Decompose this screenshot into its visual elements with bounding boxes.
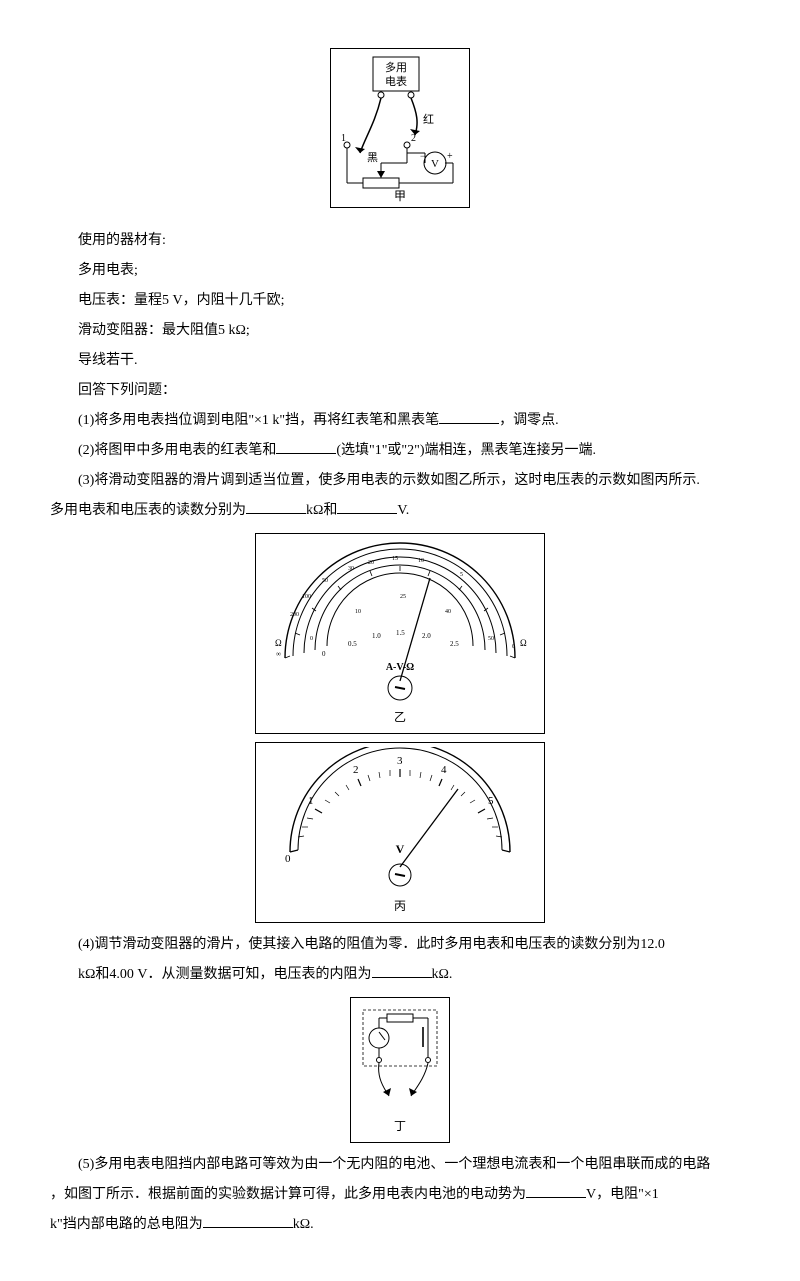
q3-unit1: kΩ和 — [306, 503, 337, 518]
svg-text:50: 50 — [322, 578, 328, 584]
multimeter-label-1: 多用 — [385, 60, 407, 74]
svg-text:2.0: 2.0 — [422, 632, 431, 640]
svg-text:10: 10 — [418, 558, 424, 564]
question-4-l1: (4)调节滑动变阻器的滑片，使其接入电路的阻值为零．此时多用电表和电压表的读数分… — [50, 931, 750, 959]
figure-yi-box: ∞ 200 100 50 30 20 15 10 5 0 Ω Ω 0 50 25… — [255, 533, 545, 734]
q5-blank1 — [526, 1183, 586, 1198]
caption-ding: 丁 — [355, 1114, 445, 1138]
q4-blank — [372, 963, 432, 978]
multimeter-label-2: 电表 — [385, 74, 407, 88]
svg-text:0: 0 — [310, 636, 313, 642]
q4-l2-pre: kΩ和4.00 V．从测量数据可知，电压表的内阻为 — [78, 967, 372, 982]
svg-text:5: 5 — [460, 572, 463, 578]
intro-3: 电压表：量程5 V，内阻十几千欧; — [50, 287, 750, 315]
v-unit: V — [396, 842, 405, 856]
figure-jia: 多用 电表 黑 红 1 2 — [50, 48, 750, 219]
intro-2: 多用电表; — [50, 257, 750, 285]
caption-bing: 丙 — [260, 894, 540, 918]
circuit-ding-svg — [355, 1002, 445, 1112]
q4-unit: kΩ. — [432, 967, 453, 982]
q5-l3-pre: k"挡内部电路的总电阻为 — [50, 1217, 203, 1232]
svg-text:0.5: 0.5 — [348, 640, 357, 648]
figure-bing: 0 1 2 3 4 5 V 丙 — [50, 742, 750, 923]
q3-blank2 — [337, 499, 397, 514]
q5-blank2 — [203, 1213, 293, 1228]
intro-1: 使用的器材有: — [50, 227, 750, 255]
question-3-line2: 多用电表和电压表的读数分别为 kΩ和 V. — [50, 497, 750, 525]
intro-6: 回答下列问题： — [50, 377, 750, 405]
terminal-1: 1 — [341, 133, 346, 144]
question-5-l3: k"挡内部电路的总电阻为 kΩ. — [50, 1211, 750, 1239]
svg-text:1: 1 — [308, 795, 314, 807]
intro-5: 导线若干. — [50, 347, 750, 375]
q3-unit2: V. — [397, 503, 409, 518]
meter-bing-svg: 0 1 2 3 4 5 V — [260, 747, 540, 892]
avo-label: A-V-Ω — [386, 662, 414, 673]
question-1: (1)将多用电表挡位调到电阻"×1 k"挡，再将红表笔和黑表笔 ，调零点. — [50, 407, 750, 435]
svg-text:Ω: Ω — [520, 638, 527, 648]
caption-jia: 甲 — [394, 189, 406, 203]
q1-post: ，调零点. — [499, 413, 559, 428]
q3-blank1 — [246, 499, 306, 514]
svg-text:4: 4 — [441, 764, 447, 776]
red-label: 红 — [423, 113, 434, 126]
svg-text:5: 5 — [488, 795, 494, 807]
question-4-l2: kΩ和4.00 V．从测量数据可知，电压表的内阻为 kΩ. — [50, 961, 750, 989]
svg-text:∞: ∞ — [276, 650, 281, 658]
svg-text:200: 200 — [290, 612, 299, 618]
q5-l3-unit: kΩ. — [293, 1217, 314, 1232]
q3-l2-pre: 多用电表和电压表的读数分别为 — [50, 503, 246, 518]
svg-text:10: 10 — [355, 609, 361, 615]
svg-text:0: 0 — [512, 644, 515, 650]
svg-text:3: 3 — [397, 755, 403, 767]
q1-blank — [439, 409, 499, 424]
figure-ding-box: 丁 — [350, 997, 450, 1143]
figure-jia-box: 多用 电表 黑 红 1 2 — [330, 48, 470, 208]
q2-blank — [276, 439, 336, 454]
svg-text:1.5: 1.5 — [396, 629, 405, 637]
svg-text:2.5: 2.5 — [450, 640, 459, 648]
figure-ding: 丁 — [50, 997, 750, 1143]
svg-text:0: 0 — [322, 650, 326, 658]
q1-pre: (1)将多用电表挡位调到电阻"×1 k"挡，再将红表笔和黑表笔 — [78, 413, 439, 428]
svg-text:1.0: 1.0 — [372, 632, 381, 640]
svg-text:Ω: Ω — [275, 638, 282, 648]
figure-bing-box: 0 1 2 3 4 5 V 丙 — [255, 742, 545, 923]
svg-text:100: 100 — [302, 594, 311, 600]
svg-text:20: 20 — [368, 560, 374, 566]
black-label: 黑 — [367, 151, 378, 164]
svg-text:40: 40 — [445, 609, 451, 615]
svg-text:50: 50 — [488, 636, 494, 642]
q5-l2-unit: V，电阻"×1 — [586, 1187, 659, 1202]
q5-l2-pre: ，如图丁所示．根据前面的实验数据计算可得，此多用电表内电池的电动势为 — [50, 1187, 526, 1202]
q2-mid: (选填"1"或"2")端相连，黑表笔连接另一端. — [336, 443, 596, 458]
voltmeter-v: V — [431, 158, 439, 170]
q3-pre: (3)将滑动变阻器的滑片调到适当位置，使多用电表的示数如图乙所示，这时电压表的示… — [78, 473, 700, 488]
svg-text:25: 25 — [400, 594, 406, 600]
svg-text:30: 30 — [348, 566, 354, 572]
question-2: (2)将图甲中多用电表的红表笔和 (选填"1"或"2")端相连，黑表笔连接另一端. — [50, 437, 750, 465]
svg-text:0: 0 — [285, 853, 291, 865]
meter-yi-svg: ∞ 200 100 50 30 20 15 10 5 0 Ω Ω 0 50 25… — [260, 538, 540, 703]
intro-4: 滑动变阻器：最大阻值5 kΩ; — [50, 317, 750, 345]
figure-yi: ∞ 200 100 50 30 20 15 10 5 0 Ω Ω 0 50 25… — [50, 533, 750, 734]
question-5-l2: ，如图丁所示．根据前面的实验数据计算可得，此多用电表内电池的电动势为 V，电阻"×… — [50, 1181, 750, 1209]
terminal-2: 2 — [411, 133, 416, 144]
plus-sign: + — [447, 151, 453, 162]
question-5-l1: (5)多用电表电阻挡内部电路可等效为由一个无内阻的电池、一个理想电流表和一个电阻… — [50, 1151, 750, 1179]
circuit-jia-svg: 多用 电表 黑 红 1 2 — [335, 53, 465, 203]
question-3: (3)将滑动变阻器的滑片调到适当位置，使多用电表的示数如图乙所示，这时电压表的示… — [50, 467, 750, 495]
svg-text:2: 2 — [353, 764, 359, 776]
svg-text:15: 15 — [392, 556, 398, 562]
q2-pre: (2)将图甲中多用电表的红表笔和 — [78, 443, 276, 458]
caption-yi: 乙 — [260, 705, 540, 729]
